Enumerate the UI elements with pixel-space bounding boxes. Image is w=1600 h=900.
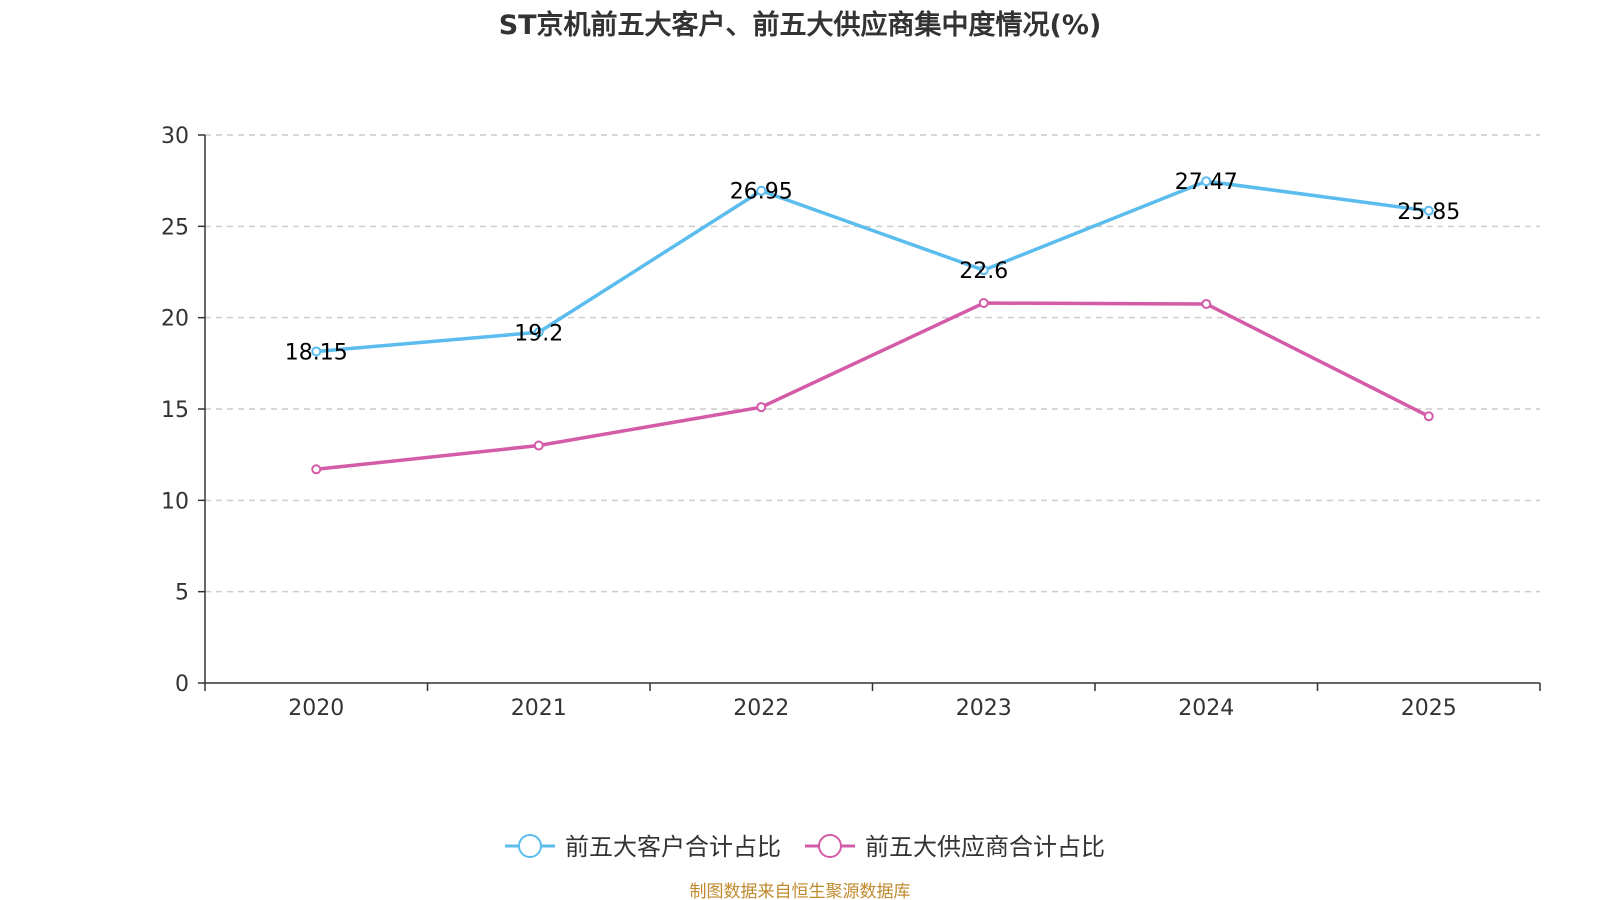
legend-marker — [518, 834, 542, 858]
legend-item-1[interactable]: 前五大客户合计占比 — [505, 833, 781, 861]
legend-item-2[interactable]: 前五大供应商合计占比 — [805, 833, 1105, 861]
x-tick-label: 2020 — [288, 696, 344, 721]
legend-label: 前五大客户合计占比 — [565, 833, 781, 861]
x-tick-label: 2022 — [733, 696, 789, 721]
chart-title: ST京机前五大客户、前五大供应商集中度情况(%) — [499, 9, 1102, 41]
y-tick-label: 0 — [175, 672, 189, 697]
data-point[interactable] — [1201, 298, 1212, 309]
data-point[interactable] — [1423, 205, 1434, 216]
data-label: 18.15 — [285, 340, 348, 365]
data-point[interactable] — [756, 402, 767, 413]
x-tick-label: 2023 — [956, 696, 1012, 721]
legend[interactable]: 前五大客户合计占比 前五大供应商合计占比 — [505, 833, 1105, 861]
grid-layer — [205, 134, 1540, 593]
y-tick-label: 25 — [161, 215, 189, 240]
y-tick-label: 30 — [161, 124, 189, 149]
data-point[interactable] — [1423, 411, 1434, 422]
source-note: 制图数据来自恒生聚源数据库 — [690, 882, 911, 900]
legend-label: 前五大供应商合计占比 — [865, 833, 1105, 861]
data-point[interactable] — [533, 327, 544, 338]
legend-marker — [818, 834, 842, 858]
data-point[interactable] — [1201, 176, 1212, 187]
x-tick-label: 2025 — [1401, 696, 1457, 721]
x-tick-label: 2021 — [511, 696, 567, 721]
data-point[interactable] — [311, 464, 322, 475]
data-point[interactable] — [533, 440, 544, 451]
data-point[interactable] — [978, 265, 989, 276]
data-label: 25.85 — [1397, 200, 1460, 225]
y-tick-label: 5 — [175, 581, 189, 606]
y-tick-label: 20 — [161, 307, 189, 332]
series-line-2 — [316, 301, 1430, 472]
series-layer — [311, 176, 1434, 475]
label-layer: 18.15 19.2 26.95 22.6 27.47 25.85 — [285, 170, 1460, 365]
data-label: 22.6 — [959, 259, 1008, 284]
y-tick-label: 10 — [161, 489, 189, 514]
data-label: 19.2 — [514, 321, 563, 346]
data-label: 26.95 — [730, 180, 793, 205]
data-label: 27.47 — [1175, 170, 1238, 195]
x-tick-label: 2024 — [1178, 696, 1234, 721]
y-tick-label: 15 — [161, 398, 189, 423]
data-point[interactable] — [756, 185, 767, 196]
series-line-1 — [316, 179, 1429, 354]
data-point[interactable] — [311, 346, 322, 357]
data-point[interactable] — [978, 298, 989, 309]
